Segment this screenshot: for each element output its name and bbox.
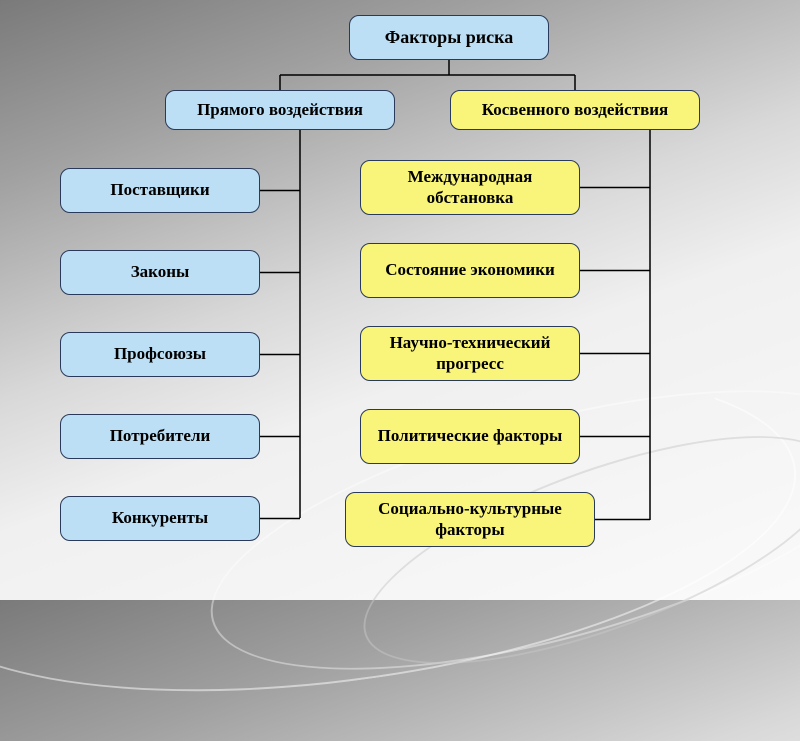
node-label-i4: Политические факторы	[378, 426, 563, 446]
node-label-d1: Поставщики	[110, 180, 209, 200]
node-i2: Состояние экономики	[360, 243, 580, 298]
node-label-d3: Профсоюзы	[114, 344, 206, 364]
node-label-d4: Потребители	[110, 426, 211, 446]
node-i3: Научно-технический прогресс	[360, 326, 580, 381]
node-i5: Социально-культурные факторы	[345, 492, 595, 547]
node-d1: Поставщики	[60, 168, 260, 213]
node-d2: Законы	[60, 250, 260, 295]
node-label-i5: Социально-культурные факторы	[352, 499, 588, 540]
node-root: Факторы риска	[349, 15, 549, 60]
node-label-indirect: Косвенного воздействия	[482, 100, 669, 120]
node-indirect: Косвенного воздействия	[450, 90, 700, 130]
node-label-d2: Законы	[131, 262, 190, 282]
node-d3: Профсоюзы	[60, 332, 260, 377]
node-i4: Политические факторы	[360, 409, 580, 464]
node-i1: Международная обстановка	[360, 160, 580, 215]
node-label-d5: Конкуренты	[112, 508, 208, 528]
node-direct: Прямого воздействия	[165, 90, 395, 130]
node-d4: Потребители	[60, 414, 260, 459]
node-label-root: Факторы риска	[385, 27, 513, 49]
node-label-i3: Научно-технический прогресс	[367, 333, 573, 374]
node-label-i2: Состояние экономики	[385, 260, 555, 280]
node-label-i1: Международная обстановка	[367, 167, 573, 208]
node-d5: Конкуренты	[60, 496, 260, 541]
node-label-direct: Прямого воздействия	[197, 100, 363, 120]
